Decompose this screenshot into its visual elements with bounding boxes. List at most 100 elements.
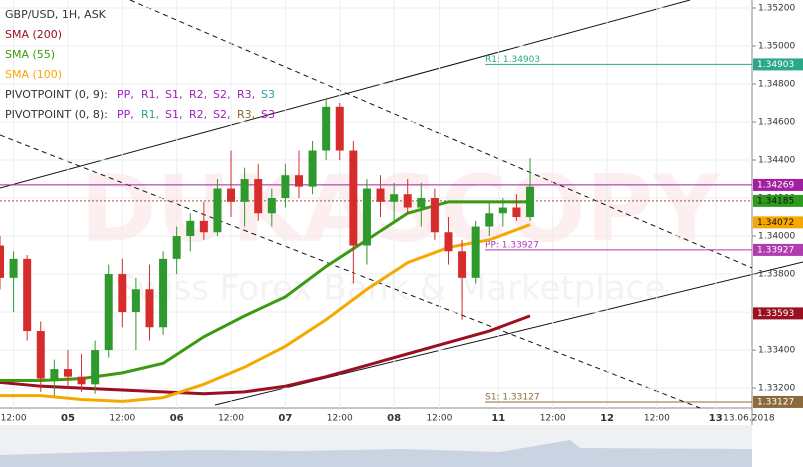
y-tick-label: 1.34800 [758,80,795,90]
y-tick-label: 1.33400 [758,346,795,356]
price-box-label: 1.33927 [757,245,794,255]
legend-item: S1, [165,88,182,101]
x-tick-label: 12:00 [426,414,452,424]
candle-body [104,274,113,351]
legend-entry: SMA (100) [5,68,62,81]
legend-item: PP, [117,88,134,101]
chart-title: GBP/USD, 1H, ASK [5,8,107,21]
price-box [753,243,803,256]
candle-body [254,179,263,214]
candle-body [471,226,480,278]
candle-body [63,369,72,377]
candle-body [362,188,371,246]
x-tick-label: 07 [278,413,292,424]
price-box-label: 1.34269 [757,180,794,190]
pivot-label: R1: 1.34903 [485,55,540,65]
pivot-label: S1: 1.33127 [485,392,540,402]
y-tick-label: 1.34400 [758,156,795,166]
candle-body [50,369,59,379]
legend-item: S2, [213,88,230,101]
x-tick-label: 12:00 [1,414,27,424]
candle-body [308,150,317,187]
channel-upper [0,0,691,189]
legend-entry: PIVOTPOINT (0, 8): [5,108,108,121]
candle-body [159,258,168,328]
candle-body [322,106,331,151]
candle-body [444,232,453,252]
candle-body [36,331,45,379]
volume-area [0,440,752,467]
y-tick-label: 1.33800 [758,270,795,280]
candle-body [91,350,100,385]
legend: GBP/USD, 1H, ASK SMA (200) SMA (55) SMA (1… [5,8,275,121]
legend-item: R2, [189,88,207,101]
price-box-label: 1.34072 [757,218,794,228]
price-box [753,194,803,207]
candle-body [417,198,426,208]
candle-body [77,376,86,385]
price-box-label: 1.33127 [757,397,794,407]
price-box-label: 1.34903 [757,60,794,70]
candle-body [349,150,358,246]
dashed-trend [129,0,753,269]
legend-entry: SMA (55) [5,48,55,61]
candle-body [281,175,290,199]
candle-body [512,207,521,218]
legend-item: R2, [189,108,207,121]
legend-item: S2, [213,108,230,121]
legend-item: S1, [165,108,182,121]
candle-body [199,220,208,233]
legend-entry: SMA (200) [5,28,62,41]
legend-item: R3, [237,88,255,101]
candle-body [267,198,276,214]
plot: 1.35200 1.35000 1.34800 1.34600 1.34400 1.342… [0,0,803,424]
candle-body [23,258,32,332]
x-tick-label: 12 [600,413,614,424]
candle-body [430,198,439,233]
watermark: DUKASCOPY [80,155,721,262]
x-tick-label: 13.06.2018 [723,414,775,424]
x-tick-label: 12:00 [109,414,135,424]
x-tick-label: 08 [387,413,401,424]
sma-line [0,200,531,382]
candle-body [294,175,303,187]
legend-item: R1, [141,88,159,101]
candle-body [186,220,195,237]
candle-body [240,179,249,202]
price-box [753,178,803,191]
candle-body [213,188,222,233]
legend-item: R1, [141,108,159,121]
sma-line [0,314,531,396]
x-tick-label: 12:00 [644,414,670,424]
price-box-label: 1.33593 [757,309,794,319]
candle-body [390,194,399,202]
legend-item: S3 [261,88,275,101]
price-box [753,216,803,229]
candle-body [145,289,154,328]
candle-body [227,188,236,202]
candle-body [376,188,385,202]
candle-body [498,207,507,214]
x-tick-label: 12:00 [218,414,244,424]
y-tick-label: 1.35000 [758,41,795,51]
candle-body [9,258,18,278]
price-box [753,395,803,408]
legend-item: PP, [117,108,134,121]
price-box [753,307,803,320]
legend-entry: PIVOTPOINT (0, 9): [5,88,108,101]
pivot-label: PP: 1.33927 [485,240,539,250]
sma-line [0,223,531,403]
candle-body [131,289,140,313]
candle-body [485,213,494,227]
candle-body [458,251,467,278]
price-box [753,58,803,71]
candle-body [0,245,4,278]
y-tick-label: 1.34600 [758,118,795,128]
candle-body [526,186,535,218]
y-tick-label: 1.35200 [758,3,795,13]
x-tick-label: 11 [491,413,505,424]
candle-body [172,236,181,259]
candle-body [118,274,127,313]
candle-body [335,106,344,151]
